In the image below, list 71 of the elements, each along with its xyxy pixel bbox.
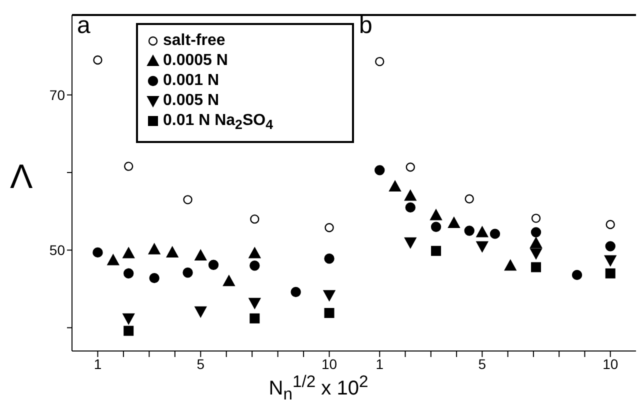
point bbox=[530, 248, 542, 260]
legend-label: 0.0005 N bbox=[163, 52, 228, 69]
point bbox=[250, 214, 260, 224]
x-axis-title: N$_{n}$$^{1/2}$ x 10$^{2}$ bbox=[268, 372, 370, 405]
point bbox=[464, 226, 474, 236]
point bbox=[182, 268, 193, 278]
point bbox=[389, 180, 402, 192]
point bbox=[531, 262, 542, 272]
point bbox=[490, 228, 500, 239]
point bbox=[124, 162, 134, 171]
point bbox=[250, 313, 260, 324]
point bbox=[606, 220, 615, 230]
point bbox=[250, 260, 260, 271]
point bbox=[122, 313, 135, 324]
x-tick-label: 5 bbox=[196, 356, 205, 372]
point bbox=[324, 308, 334, 318]
point bbox=[430, 222, 442, 232]
y-axis-title: Λ bbox=[10, 158, 33, 197]
point bbox=[166, 246, 178, 258]
point bbox=[374, 165, 385, 176]
point bbox=[248, 298, 261, 309]
point bbox=[572, 270, 582, 280]
point bbox=[208, 260, 219, 270]
chart-title: b bbox=[359, 12, 372, 40]
x-tick-label: 10 bbox=[602, 356, 618, 372]
point bbox=[183, 195, 192, 204]
point bbox=[290, 286, 301, 298]
legend-label: 0.001 N bbox=[163, 72, 220, 89]
point bbox=[405, 202, 416, 213]
point bbox=[476, 241, 488, 252]
x-tick-label: 1 bbox=[376, 356, 384, 372]
point bbox=[323, 290, 336, 302]
chart-title: a bbox=[77, 12, 90, 40]
point bbox=[148, 243, 160, 254]
point bbox=[604, 255, 616, 266]
point bbox=[530, 227, 542, 238]
point bbox=[530, 237, 542, 248]
point bbox=[406, 162, 415, 172]
point bbox=[122, 247, 135, 258]
y-tick-label: 70 bbox=[49, 86, 66, 103]
point bbox=[531, 214, 541, 223]
x-tick-label: 5 bbox=[478, 356, 486, 372]
point bbox=[431, 246, 442, 256]
point bbox=[149, 272, 160, 284]
legend-label: salt-free bbox=[163, 32, 226, 49]
point bbox=[404, 190, 416, 201]
point bbox=[124, 268, 134, 278]
point bbox=[124, 326, 134, 336]
point bbox=[248, 247, 261, 258]
x-tick-label: 10 bbox=[321, 356, 338, 372]
point bbox=[430, 209, 442, 220]
y-tick-label: 50 bbox=[49, 242, 66, 258]
point bbox=[93, 55, 102, 65]
point bbox=[92, 247, 103, 258]
point bbox=[605, 241, 616, 252]
point bbox=[194, 306, 207, 318]
point bbox=[605, 268, 616, 278]
point bbox=[504, 260, 516, 271]
point bbox=[375, 56, 384, 66]
point bbox=[464, 194, 474, 204]
point bbox=[476, 226, 488, 238]
point bbox=[324, 223, 334, 232]
legend-label: 0.005 N bbox=[163, 92, 220, 109]
point bbox=[404, 237, 416, 248]
point bbox=[222, 275, 235, 286]
legend-label: 0.01 N Na$_{2}$SO$_{4}$ bbox=[163, 112, 274, 132]
point bbox=[107, 254, 120, 266]
point bbox=[194, 250, 207, 261]
point bbox=[448, 216, 460, 228]
x-tick-label: 1 bbox=[94, 356, 102, 372]
point bbox=[324, 254, 334, 264]
